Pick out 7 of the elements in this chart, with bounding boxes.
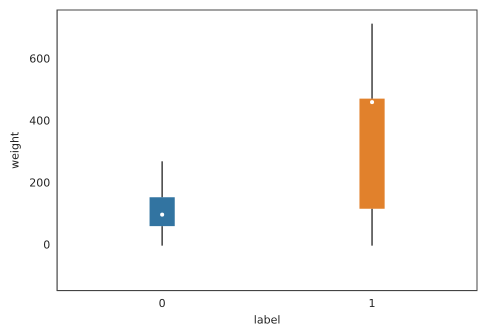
- y-axis-title: weight: [8, 131, 22, 169]
- x-tick-label: 1: [368, 297, 376, 310]
- y-tick-label: 400: [29, 114, 50, 128]
- y-tick-label: 600: [29, 52, 50, 66]
- x-axis-title: label: [254, 313, 280, 326]
- y-tick-label: 200: [29, 176, 50, 190]
- y-tick-label: 0: [43, 238, 50, 252]
